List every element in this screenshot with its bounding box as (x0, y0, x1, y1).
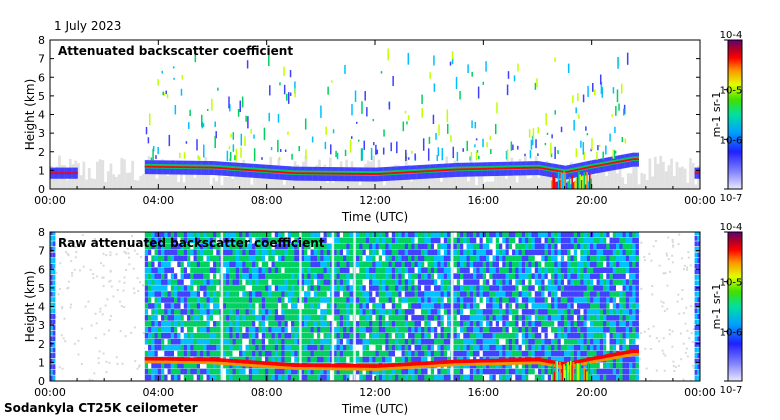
colorbar-tick-label: 10-4 (720, 222, 743, 233)
y-tick-label: 8 (38, 226, 45, 239)
instrument-label: Sodankyla CT25K ceilometer (4, 401, 198, 415)
x-tick-label: 16:00 (467, 194, 499, 207)
y-tick-label: 7 (38, 53, 45, 66)
x-tick-label: 08:00 (251, 386, 283, 399)
x-tick-label: 12:00 (359, 194, 391, 207)
panel-2-data-layer (50, 232, 700, 381)
x-tick-label: 12:00 (359, 386, 391, 399)
x-tick-label: 08:00 (251, 194, 283, 207)
colorbar (727, 39, 743, 190)
colorbar-label: m-1 sr-1 (710, 92, 723, 138)
panel-1-data-layer (50, 48, 700, 189)
y-axis-label: Height (km) (23, 271, 37, 342)
colorbar-label: m-1 sr-1 (710, 284, 723, 330)
y-tick-label: 7 (38, 245, 45, 258)
x-tick-label: 16:00 (467, 386, 499, 399)
x-tick-label: 20:00 (576, 386, 608, 399)
y-tick-label: 2 (38, 338, 45, 351)
y-tick-label: 5 (38, 282, 45, 295)
date-label: 1 July 2023 (54, 19, 122, 33)
y-axis-label: Height (km) (23, 79, 37, 150)
colorbar (727, 231, 743, 382)
y-tick-label: 1 (38, 164, 45, 177)
colorbar-tick-label: 10-4 (720, 30, 743, 41)
y-tick-label: 6 (38, 263, 45, 276)
x-tick-label: 00:00 (34, 386, 66, 399)
colorbar-tick-label: 10-6 (720, 327, 743, 338)
y-tick-label: 4 (38, 109, 45, 122)
x-tick-label: 04:00 (142, 386, 174, 399)
y-tick-label: 0 (38, 375, 45, 388)
y-tick-label: 8 (38, 34, 45, 47)
colorbar-tick-label: 10-7 (720, 385, 743, 396)
x-tick-label: 00:00 (34, 194, 66, 207)
y-tick-label: 0 (38, 183, 45, 196)
x-axis-label: Time (UTC) (341, 210, 408, 224)
colorbar-tick-label: 10-6 (720, 135, 743, 146)
y-tick-label: 5 (38, 90, 45, 103)
y-tick-label: 4 (38, 301, 45, 314)
y-tick-label: 3 (38, 127, 45, 140)
panel-title: Raw attenuated backscatter coefficient (58, 236, 325, 250)
y-tick-label: 1 (38, 356, 45, 369)
x-tick-label: 00:00 (684, 194, 716, 207)
colorbar-tick-label: 10-5 (720, 86, 743, 97)
x-tick-label: 20:00 (576, 194, 608, 207)
x-tick-label: 00:00 (684, 386, 716, 399)
x-tick-label: 04:00 (142, 194, 174, 207)
x-axis-label: Time (UTC) (341, 402, 408, 416)
y-tick-label: 2 (38, 146, 45, 159)
y-tick-label: 6 (38, 71, 45, 84)
y-tick-label: 3 (38, 319, 45, 332)
colorbar-tick-label: 10-7 (720, 193, 743, 204)
colorbar-tick-label: 10-5 (720, 278, 743, 289)
panel-title: Attenuated backscatter coefficient (58, 44, 293, 58)
